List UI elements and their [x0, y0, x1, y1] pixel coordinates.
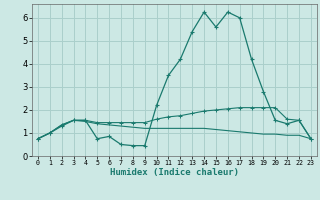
- X-axis label: Humidex (Indice chaleur): Humidex (Indice chaleur): [110, 168, 239, 177]
